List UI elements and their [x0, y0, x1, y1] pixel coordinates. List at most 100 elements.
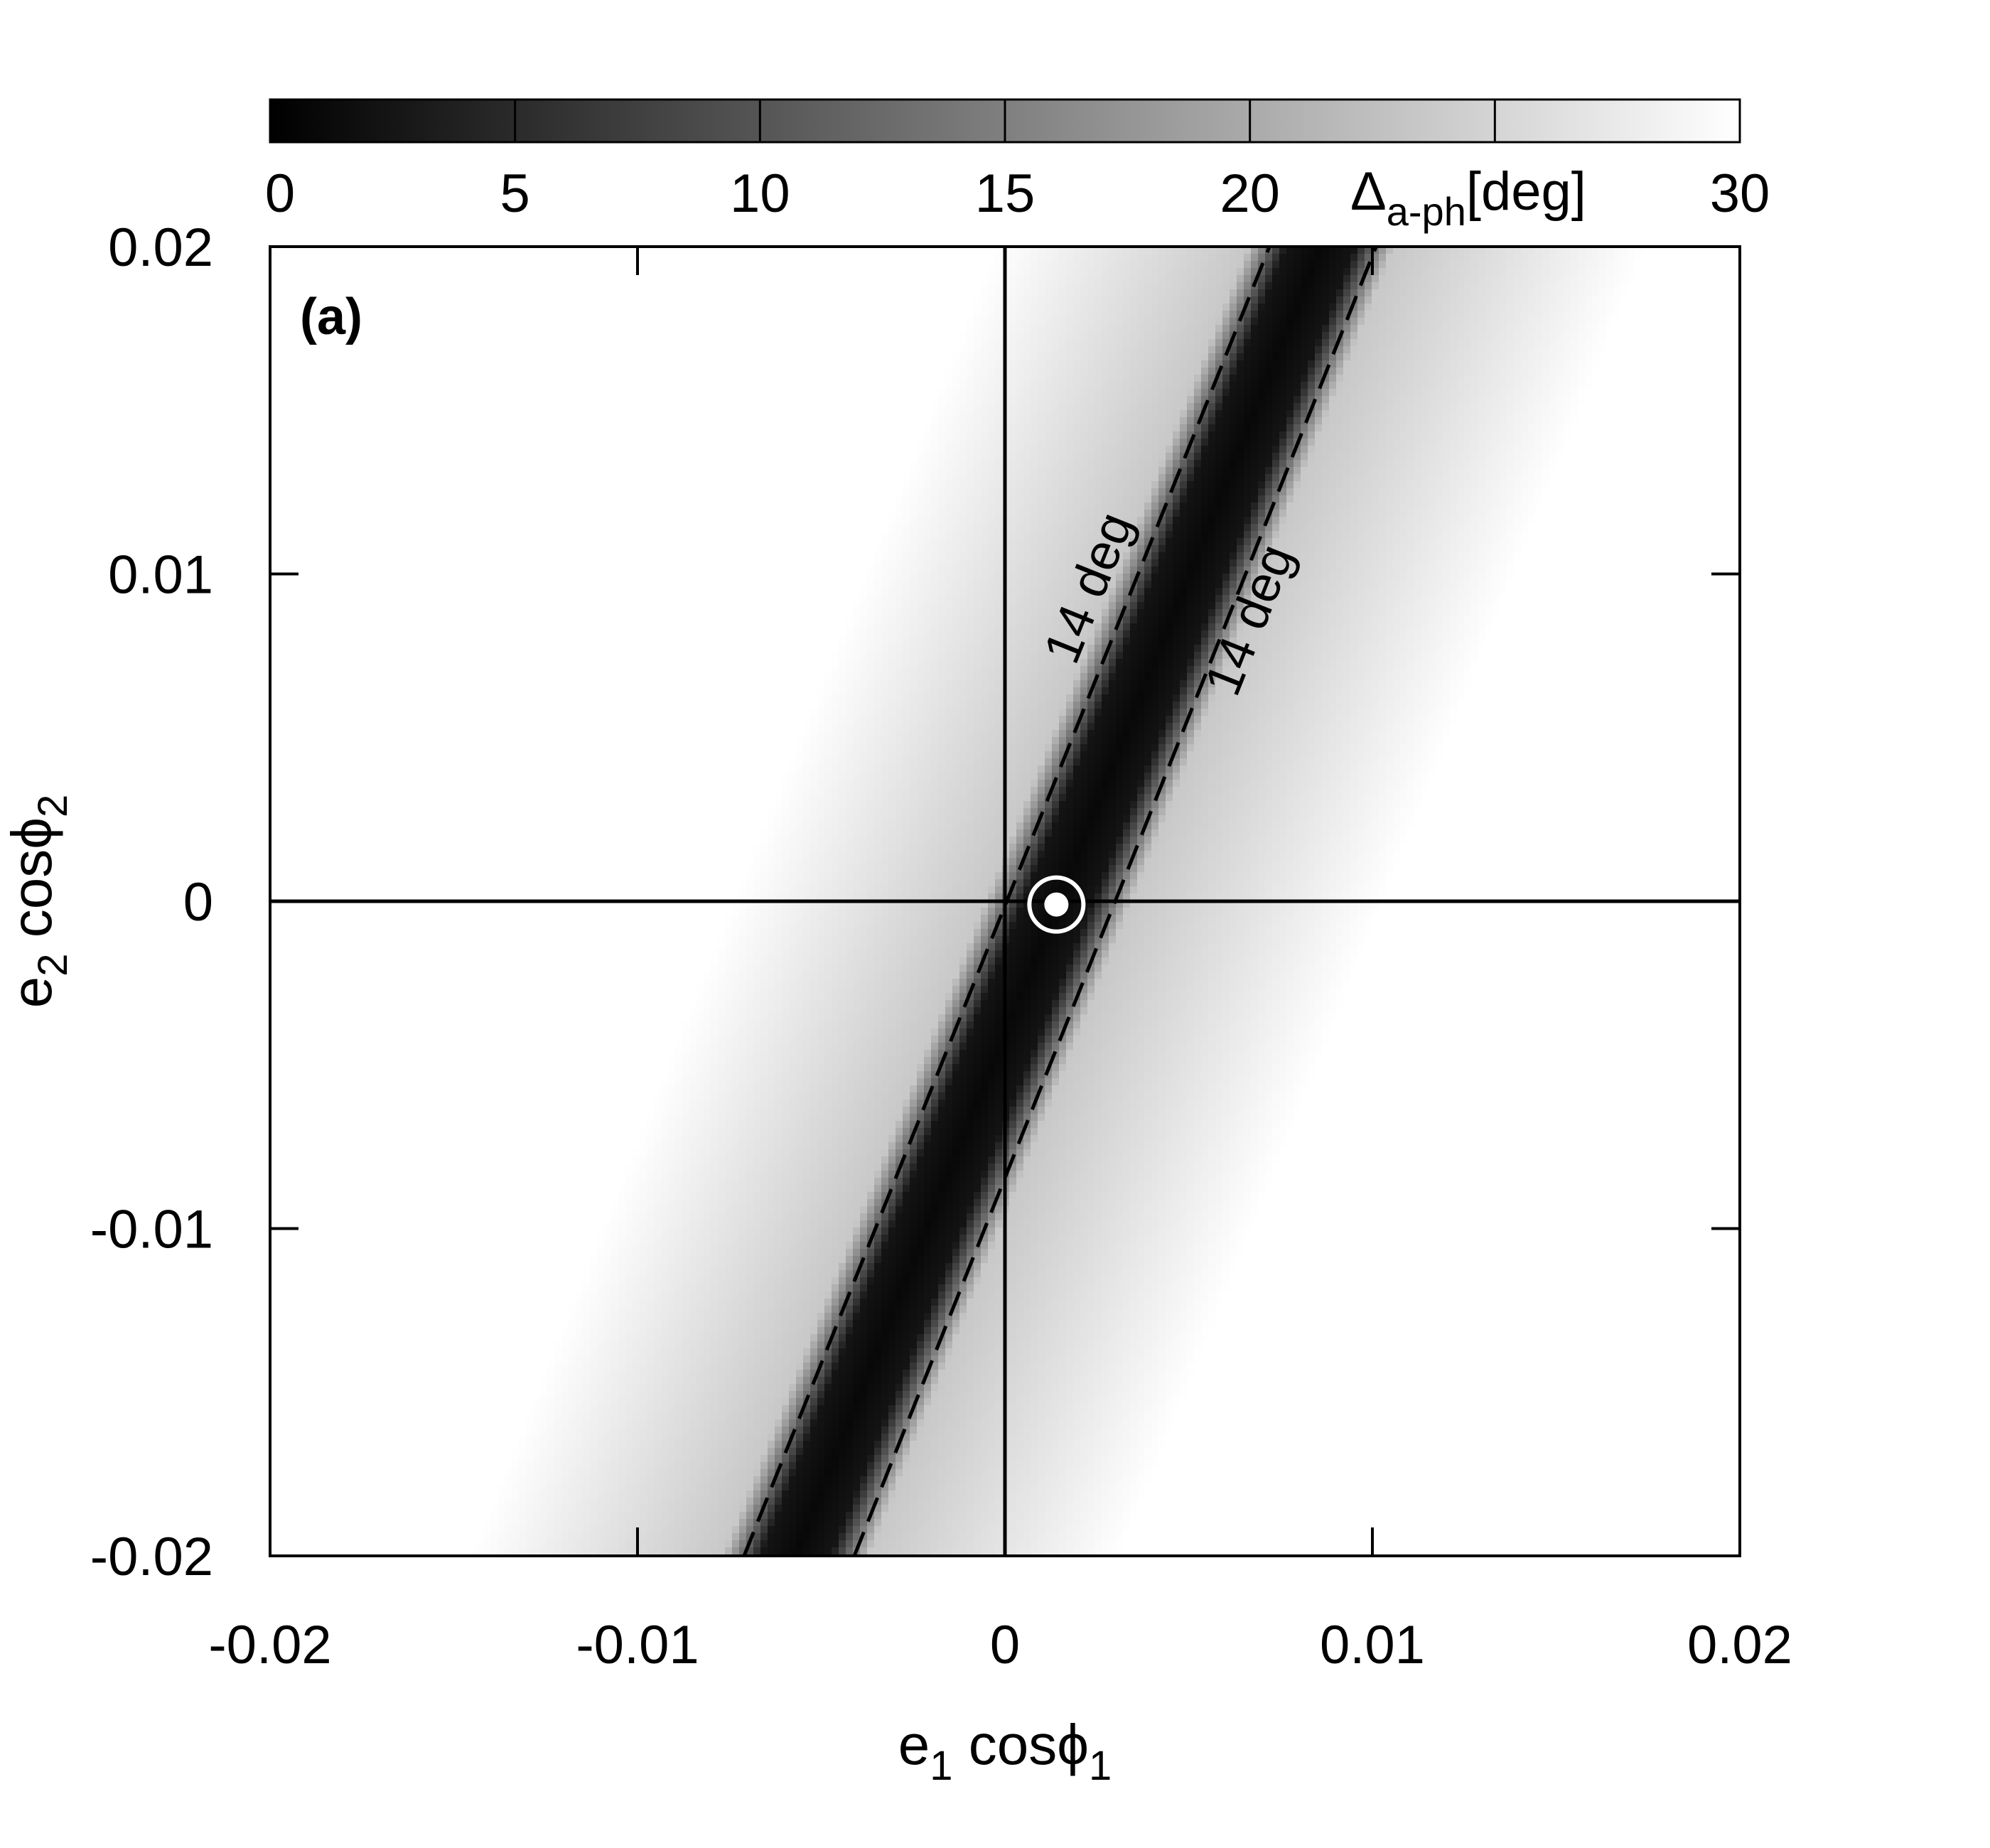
heatmap-cell: [1720, 261, 1728, 269]
heatmap-cell: [1208, 339, 1216, 347]
heatmap-cell: [277, 289, 285, 297]
heatmap-cell: [1556, 332, 1564, 340]
heatmap-cell: [789, 332, 797, 340]
heatmap-cell: [839, 311, 846, 318]
heatmap-cell: [1237, 325, 1244, 333]
heatmap-cell: [718, 325, 726, 333]
heatmap-cell: [384, 254, 392, 262]
heatmap-cell: [1677, 282, 1685, 290]
heatmap-cell: [1052, 339, 1060, 347]
heatmap-cell: [1215, 275, 1223, 283]
heatmap-cell: [746, 339, 754, 347]
heatmap-cell: [490, 261, 498, 269]
heatmap-cell: [1485, 296, 1493, 304]
heatmap-cell: [1699, 339, 1706, 347]
heatmap-cell: [1194, 282, 1202, 290]
heatmap-cell: [1144, 254, 1152, 262]
heatmap-cell: [1500, 254, 1507, 262]
heatmap-cell: [1492, 332, 1500, 340]
heatmap-cell: [1564, 282, 1571, 290]
heatmap-cell: [583, 332, 591, 340]
heatmap-cell: [1116, 289, 1124, 297]
heatmap-cell: [1073, 325, 1081, 333]
heatmap-cell: [1656, 296, 1664, 304]
heatmap-cell: [377, 303, 384, 311]
heatmap-cell: [739, 296, 747, 304]
heatmap-cell: [398, 339, 406, 347]
heatmap-cell: [362, 311, 370, 318]
heatmap-cell: [1215, 325, 1223, 333]
heatmap-cell: [967, 289, 974, 297]
heatmap-cell: [490, 332, 498, 340]
heatmap-cell: [1492, 325, 1500, 333]
heatmap-cell: [1720, 303, 1728, 311]
heatmap-cell: [1514, 318, 1522, 326]
heatmap-cell: [1663, 318, 1671, 326]
heatmap-cell: [1656, 275, 1664, 283]
heatmap-cell: [1670, 303, 1678, 311]
heatmap-cell: [334, 261, 342, 269]
heatmap-cell: [277, 282, 285, 290]
heatmap-cell: [1699, 282, 1706, 290]
heatmap-cell: [405, 339, 413, 347]
heatmap-cell: [590, 296, 598, 304]
heatmap-cell: [1478, 318, 1486, 326]
heatmap-cell: [604, 261, 612, 269]
heatmap-cell: [1258, 296, 1266, 304]
heatmap-cell: [1528, 275, 1536, 283]
heatmap-cell: [881, 318, 889, 326]
heatmap-cell: [668, 296, 676, 304]
heatmap-cell: [1606, 303, 1614, 311]
heatmap-cell: [455, 303, 463, 311]
heatmap-cell: [1656, 311, 1664, 318]
heatmap-cell: [1414, 261, 1422, 269]
heatmap-cell: [1365, 296, 1372, 304]
heatmap-cell: [1663, 303, 1671, 311]
heatmap-cell: [1400, 303, 1408, 311]
heatmap-cell: [1628, 303, 1635, 311]
heatmap-cell: [1692, 254, 1699, 262]
heatmap-cell: [611, 268, 619, 276]
heatmap-cell: [370, 318, 377, 326]
heatmap-cell: [1620, 303, 1628, 311]
heatmap-cell: [1073, 268, 1081, 276]
heatmap-cell: [1244, 268, 1252, 276]
heatmap-cell: [1080, 339, 1088, 347]
heatmap-cell: [1464, 261, 1472, 269]
heatmap-cell: [1699, 289, 1706, 297]
heatmap-cell: [732, 268, 740, 276]
heatmap-cell: [1386, 289, 1394, 297]
heatmap-cell: [952, 289, 960, 297]
heatmap-cell: [867, 303, 875, 311]
heatmap-cell: [753, 254, 761, 262]
heatmap-cell: [1613, 275, 1621, 283]
heatmap-cell: [1414, 339, 1422, 347]
heatmap-cell: [1009, 346, 1017, 354]
heatmap-cell: [526, 318, 534, 326]
heatmap-cell: [1066, 282, 1074, 290]
heatmap-cell: [1023, 289, 1031, 297]
heatmap-cell: [1336, 318, 1344, 326]
heatmap-cell: [1080, 275, 1088, 283]
heatmap-cell: [1315, 268, 1323, 276]
heatmap-cell: [540, 275, 548, 283]
heatmap-cell: [1116, 303, 1124, 311]
heatmap-cell: [341, 254, 349, 262]
heatmap-cell: [1450, 282, 1458, 290]
heatmap-cell: [1102, 332, 1109, 340]
heatmap-cell: [1436, 282, 1443, 290]
heatmap-cell: [739, 311, 747, 318]
heatmap-cell: [604, 289, 612, 297]
heatmap-cell: [377, 311, 384, 318]
heatmap-cell: [1421, 275, 1429, 283]
heatmap-cell: [1471, 268, 1479, 276]
heatmap-cell: [753, 332, 761, 340]
heatmap-cell: [1571, 303, 1578, 311]
heatmap-cell: [1720, 254, 1728, 262]
heatmap-cell: [967, 303, 974, 311]
heatmap-cell: [647, 289, 655, 297]
heatmap-cell: [881, 311, 889, 318]
heatmap-cell: [284, 289, 292, 297]
heatmap-cell: [604, 332, 612, 340]
heatmap-cell: [455, 325, 463, 333]
